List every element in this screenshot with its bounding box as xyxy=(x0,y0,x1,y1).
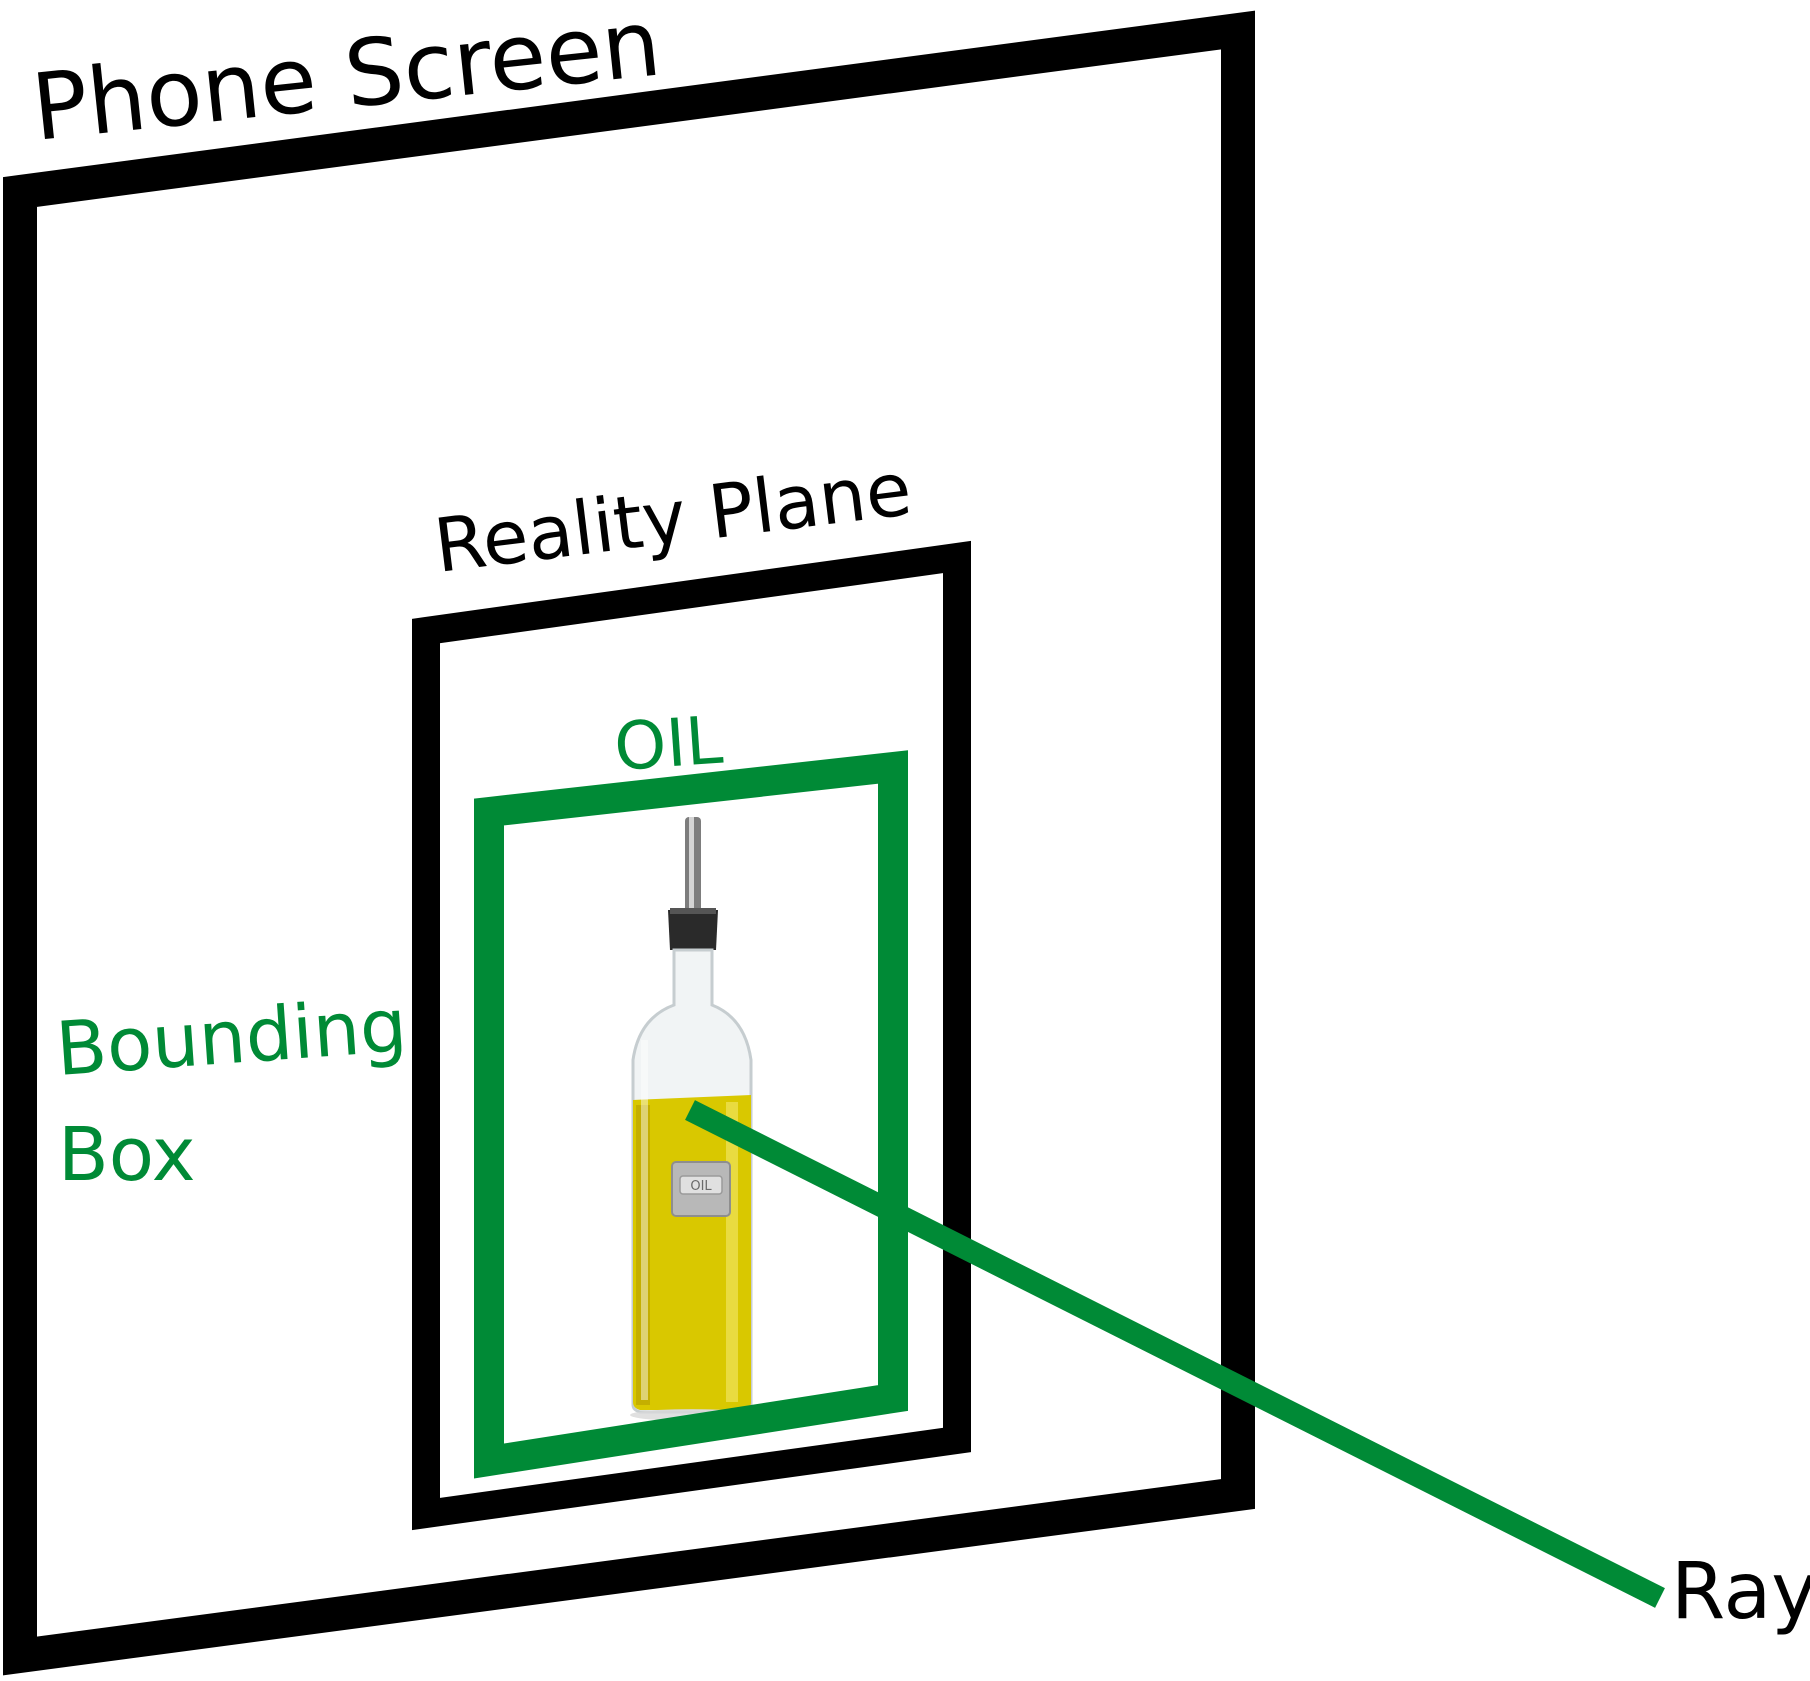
reality-plane-frame xyxy=(412,540,971,1531)
bounding-box-frame xyxy=(474,750,908,1479)
oil-bottle-icon: OIL xyxy=(630,817,754,1421)
bottle-tag-text: OIL xyxy=(690,1179,712,1194)
object-class-label: OIL xyxy=(612,702,726,786)
ray-label: Ray xyxy=(1671,1547,1810,1637)
bounding-box-label-line1: Bounding xyxy=(53,983,409,1093)
phone-screen-frame xyxy=(3,10,1255,1676)
bounding-box-label-line2: Box xyxy=(58,1112,196,1198)
ray-line xyxy=(685,1100,1665,1608)
